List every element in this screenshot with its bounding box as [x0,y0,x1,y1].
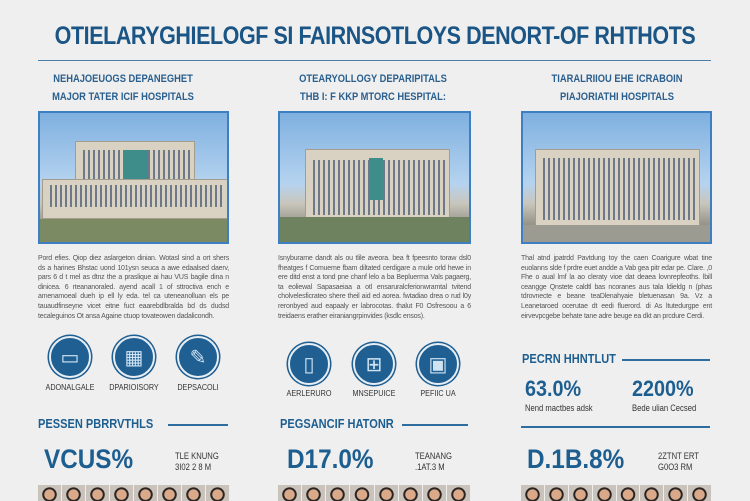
subtitle-line-2: PIAJORIATHI HOSPITALS [560,91,674,103]
title-divider [38,60,711,61]
subtitle-line-2: MAJOR TATER ICIF HOSPITALS [52,91,194,103]
stat-note-2: G0O3 RM [658,462,693,472]
icon-label: DEPSACOLI [177,382,219,392]
section-heading: PESSEN PBRRVTHLS [38,416,154,431]
stat-value: VCUS% [44,444,134,474]
staff-photo-strip [278,485,471,501]
stat-note-1: TLE KNUNG [175,451,219,461]
metric-1-note: Nend mactbes adsk [525,403,593,413]
hospital-photo-2 [278,111,471,244]
icon-label: MNSEPUICE [352,388,396,398]
metric-2-note: Bede ulian Cecsed [632,403,697,413]
staff-photo-strip [521,485,712,501]
subtitle-line-1: OTEARYOLLOGY DEPARIPITALS [299,73,447,85]
column-3-subtitle: TIARALRIIOU EHE ICRABOIN PIAJORIATHI HOS… [536,70,698,106]
stat-note-2: .1AT.3 M [415,462,445,472]
stat-value: D17.0% [287,444,374,474]
stat-note-1: 2ZTNT ERT [658,451,699,461]
network-icon: ⊞ [353,343,395,385]
column-2-paragraph: Isnyburame dandt als ou tlile aveora. be… [278,255,471,320]
section-rule [402,424,468,426]
column-2-subtitle: OTEARYOLLOGY DEPARIPITALS THB I: F KKP M… [292,70,454,106]
stat-note-2: 3I02 2 8 M [175,462,212,472]
equipment-icon: ▣ [417,343,459,385]
stat-note: TLE KNUNG 3I02 2 8 M [175,451,219,473]
stat-note: 2ZTNT ERT G0O3 RM [658,451,699,473]
hospital-photo-1 [38,111,229,244]
subtitle-line-1: TIARALRIIOU EHE ICRABOIN [551,73,683,85]
section-rule [521,426,710,428]
column-1-paragraph: Pord efies. Qiop diez aslargeton dinian.… [38,255,229,320]
subtitle-line-1: NEHAJOEUOGS DEPANEGHET [53,73,193,85]
section-rule [622,359,710,361]
devices-icon: ▦ [113,336,155,378]
column-1-subtitle: NEHAJOEUOGS DEPANEGHET MAJOR TATER ICIF … [42,70,204,106]
icon-label: AERLERURO [286,388,332,398]
icon-label: DPARIOISORY [109,382,159,392]
section-heading: PEGSANCIF HATONR [280,416,394,431]
section-rule [168,424,228,426]
phone-device-icon: ▯ [288,343,330,385]
icon-label: PEFIIC UA [420,388,456,398]
icon-label: ADONALGALE [45,382,95,392]
stat-note-1: TEANANG [415,451,452,461]
hospital-photo-3 [521,111,712,244]
staff-photo-strip [38,485,230,501]
metric-2-value: 2200% [632,376,694,401]
subtitle-line-2: THB I: F KKP MTORC HESPITAL: [300,91,446,103]
wrench-icon: ✎ [177,336,219,378]
page-title: OTIELARYGHIELOGF SI FAIRNSOTLOYS DENORT-… [54,22,696,50]
column-3-paragraph: Thal atnd jpatrdd Pavtdung toy the caen … [521,255,712,320]
monitor-icon: ▭ [49,336,91,378]
stat-note: TEANANG .1AT.3 M [415,451,452,473]
metrics-heading: PECRN HHNTLUT [522,351,616,366]
metric-1-value: 63.0% [525,376,582,401]
stat-value: D.1B.8% [527,444,625,474]
